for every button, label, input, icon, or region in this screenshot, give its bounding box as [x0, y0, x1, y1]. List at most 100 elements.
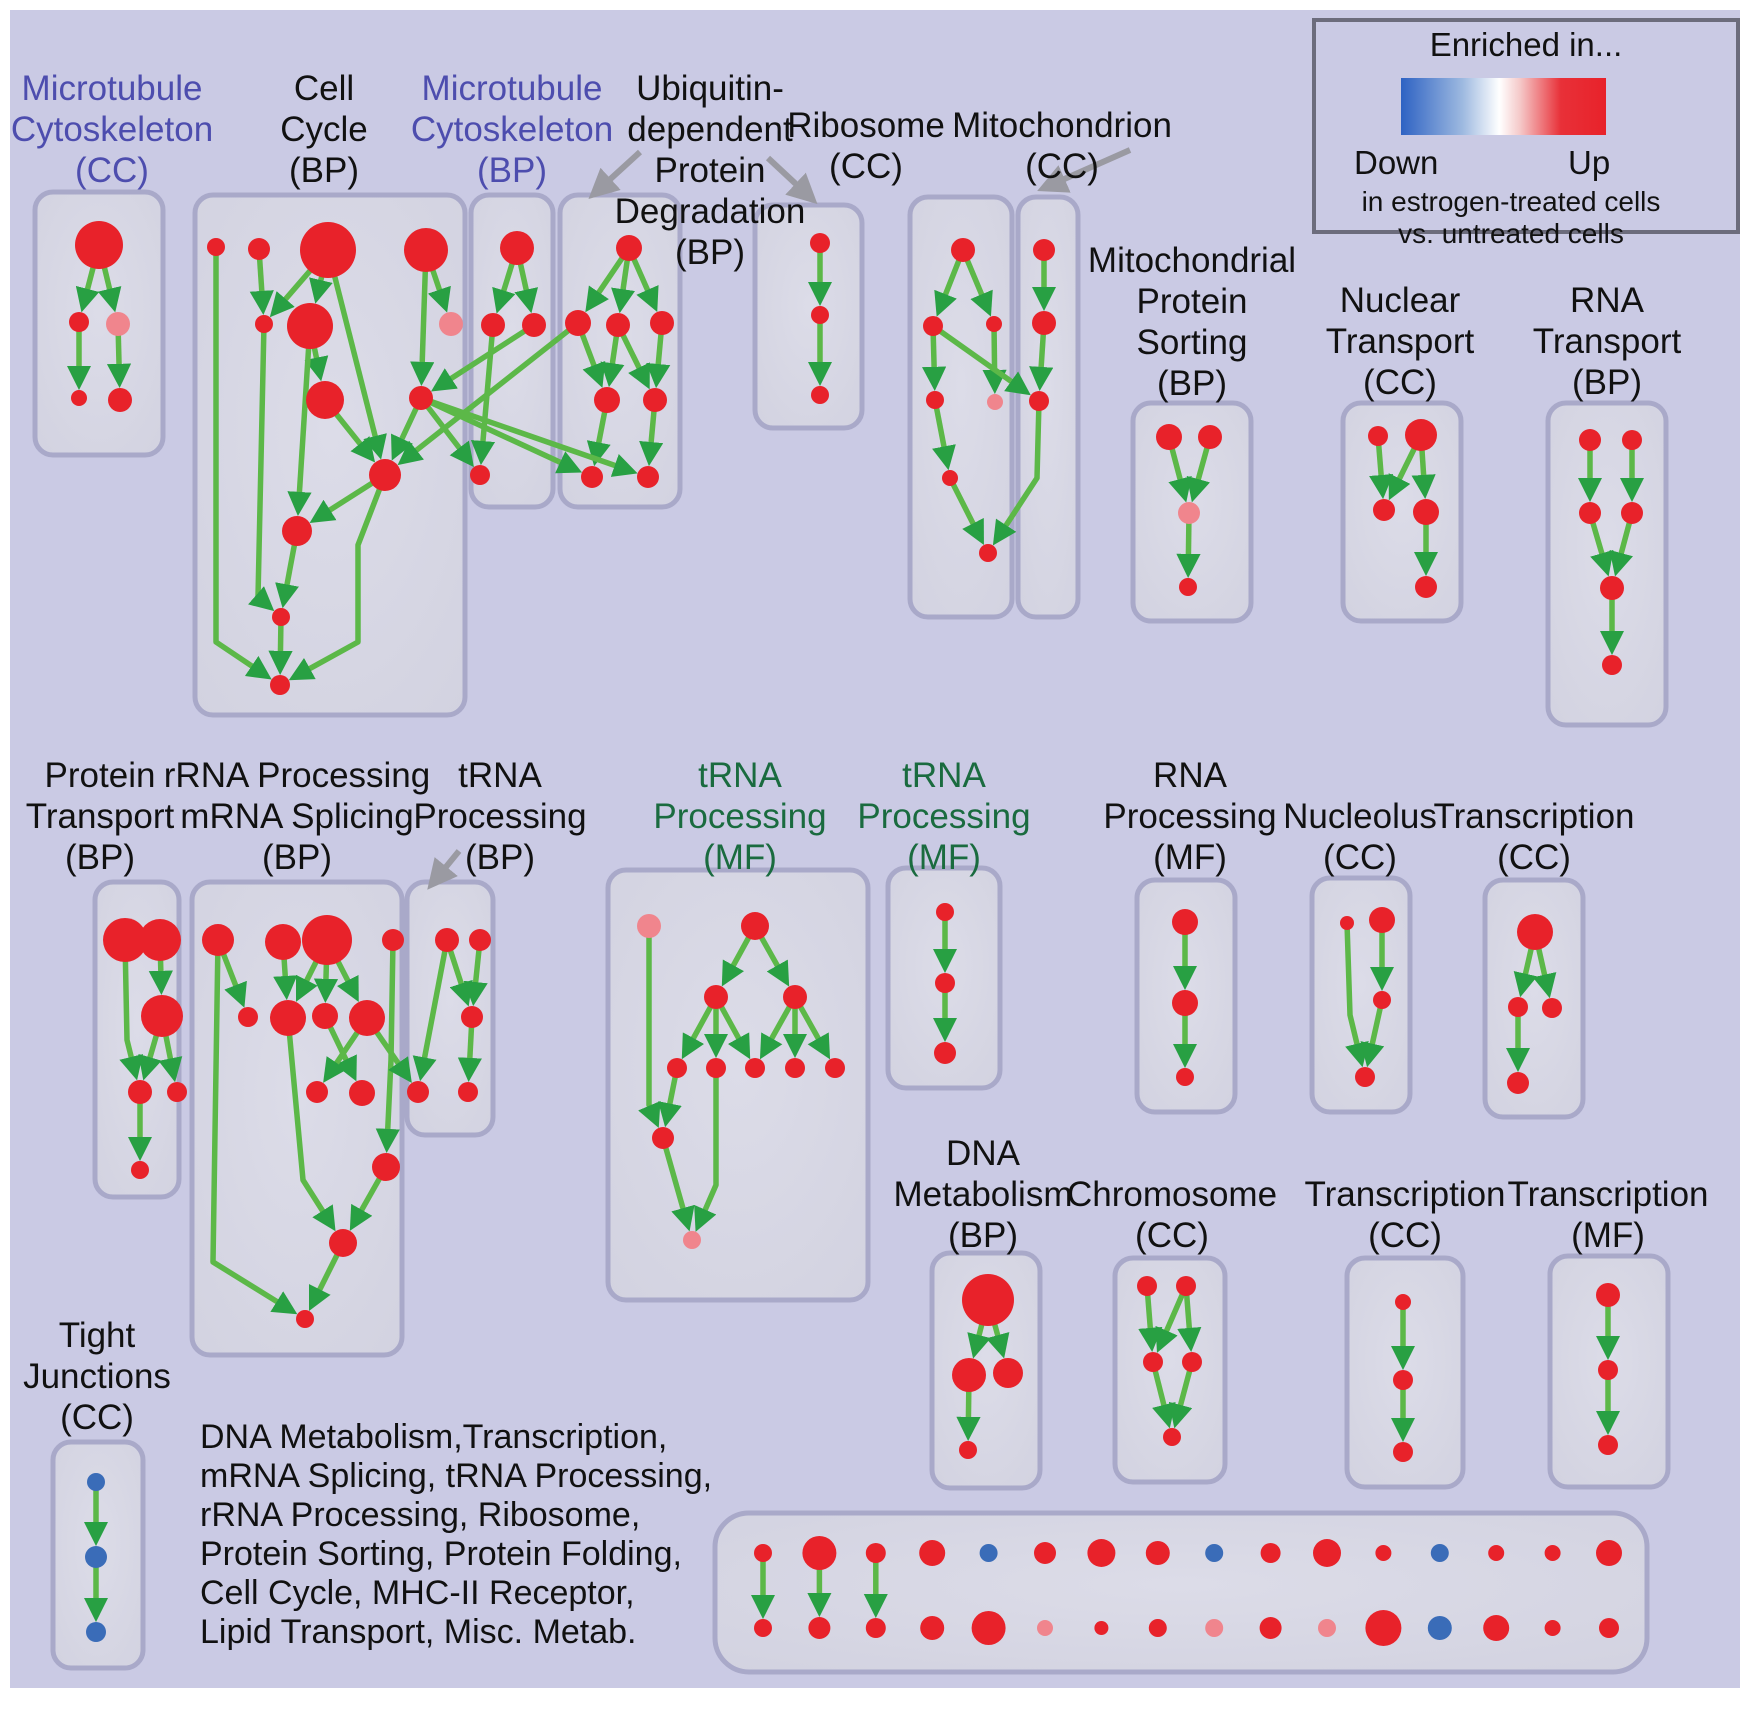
go-term-node [810, 233, 830, 253]
go-term-node [1415, 576, 1437, 598]
go-term-node [481, 313, 505, 337]
go-term-node [349, 1080, 375, 1106]
go-term-node [1182, 1352, 1202, 1372]
edge-cell-cycle-bp [288, 474, 388, 681]
go-term-node [1313, 1539, 1341, 1567]
go-term-node [865, 1543, 886, 1563]
edge-nucleolus-cc [1360, 999, 1385, 1068]
cluster-box-nucleolus-cc [1309, 875, 1413, 1115]
cluster-title-line: Chromosome [1066, 1175, 1278, 1214]
go-term-node [141, 995, 183, 1037]
cluster-box-chromosome-cc [1112, 1255, 1228, 1485]
cluster-title-line: (CC) [1025, 147, 1099, 186]
go-term-node [103, 918, 147, 962]
go-term-node [951, 238, 975, 262]
edge-protein-transport-bp [119, 939, 143, 1081]
go-term-node [783, 985, 807, 1009]
annotation-arrow [427, 849, 462, 890]
edge-chromosome-cc [1150, 1361, 1176, 1429]
go-term-node [1029, 391, 1049, 411]
cluster-title-line: (BP) [64, 838, 135, 877]
go-term-node [865, 1618, 886, 1638]
go-term-node [1205, 1544, 1224, 1562]
cluster-title-line: Nuclear [1339, 281, 1461, 320]
legend-title: Enriched in... [1429, 26, 1623, 63]
cluster-title-line: Mitochondrion [952, 106, 1172, 145]
go-term-node [461, 1006, 483, 1028]
go-term-node [1172, 990, 1198, 1016]
go-term-node [1413, 499, 1439, 525]
cluster-title-line: Transcription [1433, 797, 1635, 836]
go-term-node [1179, 578, 1197, 596]
nodes [69, 221, 1643, 1646]
edge-trna-processing-mf-1 [694, 1068, 719, 1232]
go-term-node [754, 1544, 772, 1562]
go-term-node [652, 1127, 674, 1149]
cluster-title-line: (CC) [60, 1398, 134, 1437]
go-term-node [971, 1611, 1006, 1645]
go-term-node [1148, 1619, 1167, 1637]
edge-rrna-processing-mrna-splicing-bp [285, 1017, 336, 1232]
go-term-node [1579, 502, 1601, 524]
go-term-node [919, 1540, 946, 1566]
go-term-node [565, 310, 591, 336]
go-term-node [706, 1058, 726, 1078]
misc-note-line: Cell Cycle, MHC-II Receptor, [200, 1574, 635, 1612]
cluster-title-line: (MF) [703, 838, 777, 877]
cluster-title-protein-transport-bp: Protein Transport (BP) [26, 755, 174, 878]
cluster-box-mixed-terms [712, 1510, 1650, 1675]
go-term-node [404, 228, 448, 272]
go-term-node [1369, 907, 1395, 933]
cluster-title-line: Cell [293, 69, 355, 108]
edge-rrna-processing-mrna-splicing-bp [210, 939, 298, 1315]
cluster-title-line: Microtubule [421, 69, 603, 108]
edge-chromosome-cc [1138, 1285, 1163, 1353]
edge-ribosome-cc [947, 476, 984, 545]
go-term-node [439, 312, 463, 336]
cluster-title-trna-processing-bp: tRNA Processing (BP) [413, 755, 586, 878]
edge-chromosome-cc [1177, 1285, 1202, 1353]
go-term-node [683, 1231, 701, 1249]
go-term-node [935, 973, 955, 993]
cluster-title-line: Protein [44, 756, 156, 795]
go-term-node [1087, 1539, 1116, 1567]
go-term-node [272, 608, 290, 626]
cluster-title-line: Mitochondrial [1087, 241, 1297, 280]
cluster-title-line: (CC) [1497, 838, 1571, 877]
annotation-arrow [765, 155, 818, 205]
cluster-title-ribosome-cc: Ribosome (CC) [787, 105, 945, 187]
misc-cluster-note: DNA Metabolism,Transcription, mRNA Splici… [200, 1418, 712, 1652]
go-term-node [372, 1153, 400, 1181]
cluster-title-line: Processing [857, 797, 1031, 836]
go-term-node [207, 238, 225, 256]
misc-note-line: Protein Sorting, Protein Folding, [200, 1535, 682, 1573]
cluster-box-nuclear-transport-cc [1340, 400, 1464, 624]
go-term-node [1373, 499, 1395, 521]
cluster-title-rrna-processing-mrna-splicing-bp: rRNA Processing mRNA Splicing (BP) [164, 755, 430, 878]
cluster-title-transcription-cc-bot: Transcription (CC) [1305, 1174, 1506, 1256]
misc-note-line: Lipid Transport, Misc. Metab. [200, 1613, 637, 1651]
cluster-title-line: (BP) [947, 1216, 1018, 1255]
go-term-node [306, 1081, 328, 1103]
go-term-node [987, 394, 1003, 410]
cluster-title-mitochondrial-protein-sorting-bp: Mitochondrial Protein Sorting (BP) [1088, 240, 1296, 404]
go-term-node [754, 1619, 772, 1637]
cross-edge [992, 400, 1042, 546]
annotation-arrows [427, 147, 1132, 890]
go-term-node [71, 390, 87, 406]
cluster-title-line: mRNA Splicing [180, 797, 414, 836]
go-term-node [825, 1058, 845, 1078]
misc-note-line: rRNA Processing, Ribosome, [200, 1496, 641, 1534]
cluster-title-line: tRNA [698, 756, 782, 795]
cluster-title-line: (MF) [1571, 1216, 1645, 1255]
cluster-title-line: dependent [627, 110, 793, 149]
go-term-node [920, 1616, 945, 1640]
cluster-title-line: Nucleolus [1283, 797, 1437, 836]
go-term-node [167, 1082, 187, 1102]
edge-trna-processing-bp [412, 939, 450, 1082]
cluster-title-line: Junctions [23, 1357, 171, 1396]
go-term-node [202, 924, 234, 956]
go-term-node [1483, 1615, 1510, 1641]
cluster-title-line: (MF) [1153, 838, 1227, 877]
cluster-title-line: (BP) [289, 151, 359, 190]
